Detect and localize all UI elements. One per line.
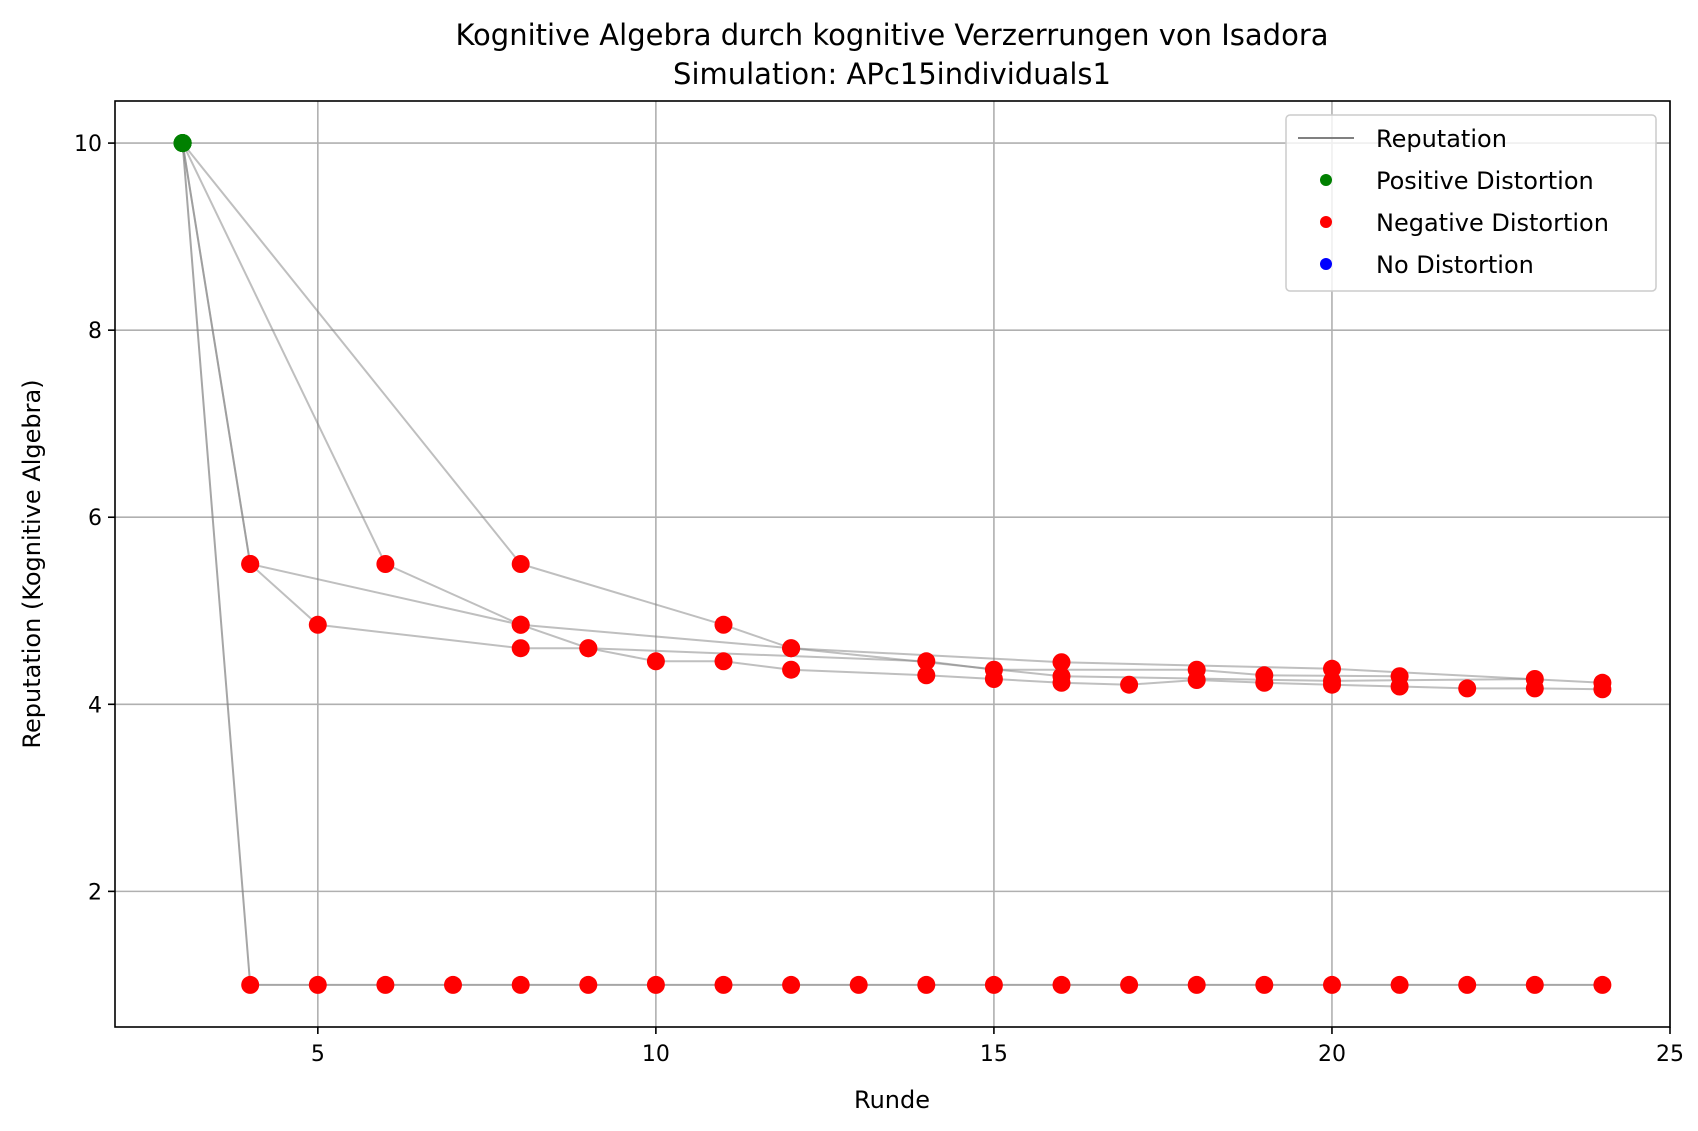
data-point-negative — [1323, 975, 1341, 994]
data-point-negative — [444, 975, 462, 994]
data-point-negative — [511, 555, 530, 573]
y-tick-label: 8 — [88, 319, 102, 344]
legend-swatch-negative — [1320, 216, 1332, 228]
data-point-negative — [1458, 679, 1477, 698]
data-point-negative — [579, 975, 598, 994]
data-point-negative — [1390, 667, 1409, 686]
data-point-negative — [782, 975, 801, 994]
data-point-negative — [849, 975, 868, 994]
x-tick-label: 25 — [1656, 1042, 1684, 1067]
data-point-negative — [579, 639, 598, 658]
x-tick-label: 20 — [1318, 1042, 1346, 1067]
data-point-negative — [241, 555, 260, 573]
reputation-line-0 — [181, 143, 1603, 986]
distortion-points — [173, 134, 1612, 994]
data-point-negative — [646, 652, 665, 671]
data-point-negative — [984, 660, 1003, 679]
x-tick-label: 5 — [311, 1042, 325, 1067]
legend-swatch-positive — [1320, 174, 1332, 186]
y-tick-label: 4 — [88, 693, 102, 718]
data-point-negative — [1255, 975, 1274, 994]
y-axis-label: Reputation (Kognitive Algebra) — [18, 379, 46, 748]
data-point-negative — [1187, 975, 1206, 994]
plot-frame — [114, 100, 1671, 1028]
data-point-negative — [1187, 660, 1206, 679]
data-point-negative — [1525, 975, 1544, 994]
data-point-negative — [511, 639, 530, 658]
data-point-negative — [1052, 667, 1071, 686]
data-point-negative — [1525, 670, 1544, 688]
data-point-negative — [1390, 975, 1409, 994]
data-point-negative — [241, 975, 260, 994]
legend-label-reputation: Reputation — [1376, 125, 1507, 153]
data-point-negative — [1052, 975, 1071, 994]
y-tick-label: 6 — [88, 506, 102, 531]
x-tick-label: 15 — [980, 1042, 1008, 1067]
data-point-negative — [1458, 975, 1477, 994]
data-point-negative — [917, 666, 936, 685]
legend: Reputation Positive Distortion Negative … — [1285, 114, 1657, 292]
data-point-negative — [511, 975, 530, 994]
data-point-positive — [173, 134, 192, 153]
data-point-negative — [1323, 671, 1341, 690]
data-point-negative — [511, 615, 530, 634]
legend-swatch-none — [1320, 258, 1332, 270]
data-point-negative — [1052, 653, 1071, 672]
data-point-negative — [782, 639, 801, 658]
data-point-negative — [1120, 675, 1139, 694]
data-point-negative — [714, 615, 733, 634]
data-point-negative — [917, 652, 936, 671]
axis-ticks: 5 10 15 20 25 2 4 6 8 10 — [74, 132, 1684, 1067]
legend-label-positive: Positive Distortion — [1376, 167, 1594, 195]
data-point-negative — [714, 652, 733, 671]
data-point-negative — [984, 975, 1003, 994]
data-point-negative — [917, 975, 936, 994]
legend-label-negative: Negative Distortion — [1376, 209, 1609, 237]
data-point-negative — [646, 975, 665, 994]
data-point-negative — [308, 615, 327, 634]
data-point-negative — [714, 975, 733, 994]
data-point-negative — [1255, 666, 1274, 685]
data-point-negative — [782, 660, 801, 679]
legend-label-none: No Distortion — [1376, 251, 1534, 279]
data-point-negative — [1593, 975, 1612, 994]
y-tick-label: 2 — [88, 880, 102, 905]
data-point-negative — [1593, 680, 1612, 699]
chart-subtitle: Simulation: APc15individuals1 — [673, 57, 1111, 91]
y-tick-label: 10 — [74, 132, 102, 157]
data-point-negative — [1120, 975, 1139, 994]
data-point-negative — [376, 555, 395, 573]
x-tick-label: 10 — [642, 1042, 670, 1067]
data-point-negative — [308, 975, 327, 994]
legend-frame — [1285, 114, 1657, 292]
data-point-negative — [376, 975, 395, 994]
chart-title: Kognitive Algebra durch kognitive Verzer… — [455, 18, 1328, 52]
x-axis-label: Runde — [854, 1086, 930, 1114]
